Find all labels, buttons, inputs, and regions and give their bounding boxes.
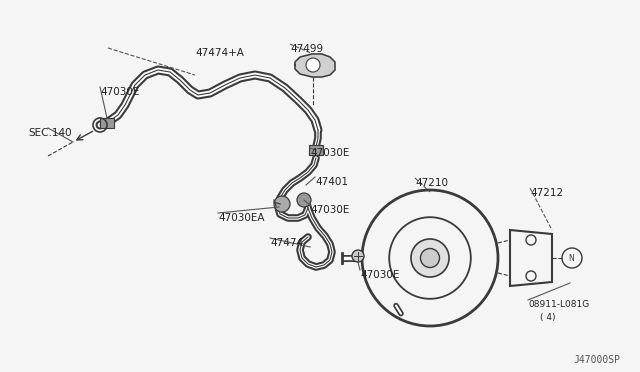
Bar: [309, 145, 323, 155]
Text: 47401: 47401: [315, 177, 348, 187]
Circle shape: [352, 250, 364, 262]
Text: 47474+A: 47474+A: [195, 48, 244, 58]
Text: 47030E: 47030E: [310, 148, 349, 158]
Text: 47474: 47474: [270, 238, 303, 248]
Text: 08911-L081G: 08911-L081G: [528, 300, 589, 309]
Text: 47030EA: 47030EA: [218, 213, 264, 223]
Text: 47212: 47212: [530, 188, 563, 198]
Text: 47030E: 47030E: [100, 87, 140, 97]
Circle shape: [297, 193, 311, 207]
Polygon shape: [295, 54, 335, 77]
Circle shape: [306, 58, 320, 72]
Text: 47210: 47210: [415, 178, 448, 188]
Text: 47030E: 47030E: [360, 270, 399, 280]
Text: 47030E: 47030E: [310, 205, 349, 215]
Text: J47000SP: J47000SP: [573, 355, 620, 365]
Circle shape: [274, 196, 290, 212]
Bar: [100, 118, 114, 128]
Text: ( 4): ( 4): [540, 313, 556, 322]
Text: SEC.140: SEC.140: [28, 128, 72, 138]
Text: N: N: [568, 254, 573, 263]
Circle shape: [411, 239, 449, 277]
Circle shape: [420, 248, 440, 267]
Text: 47499: 47499: [290, 44, 323, 54]
